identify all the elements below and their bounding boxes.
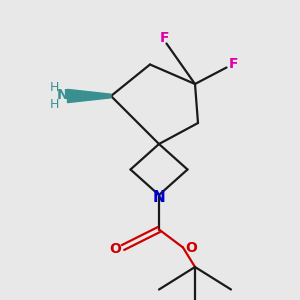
Text: H: H	[50, 98, 60, 111]
Text: N: N	[57, 88, 69, 102]
Text: F: F	[228, 58, 238, 71]
Polygon shape	[68, 89, 111, 103]
Text: O: O	[185, 241, 197, 254]
Text: O: O	[109, 242, 121, 256]
Text: H: H	[50, 81, 60, 94]
Text: N: N	[153, 190, 165, 205]
Text: F: F	[159, 31, 169, 45]
